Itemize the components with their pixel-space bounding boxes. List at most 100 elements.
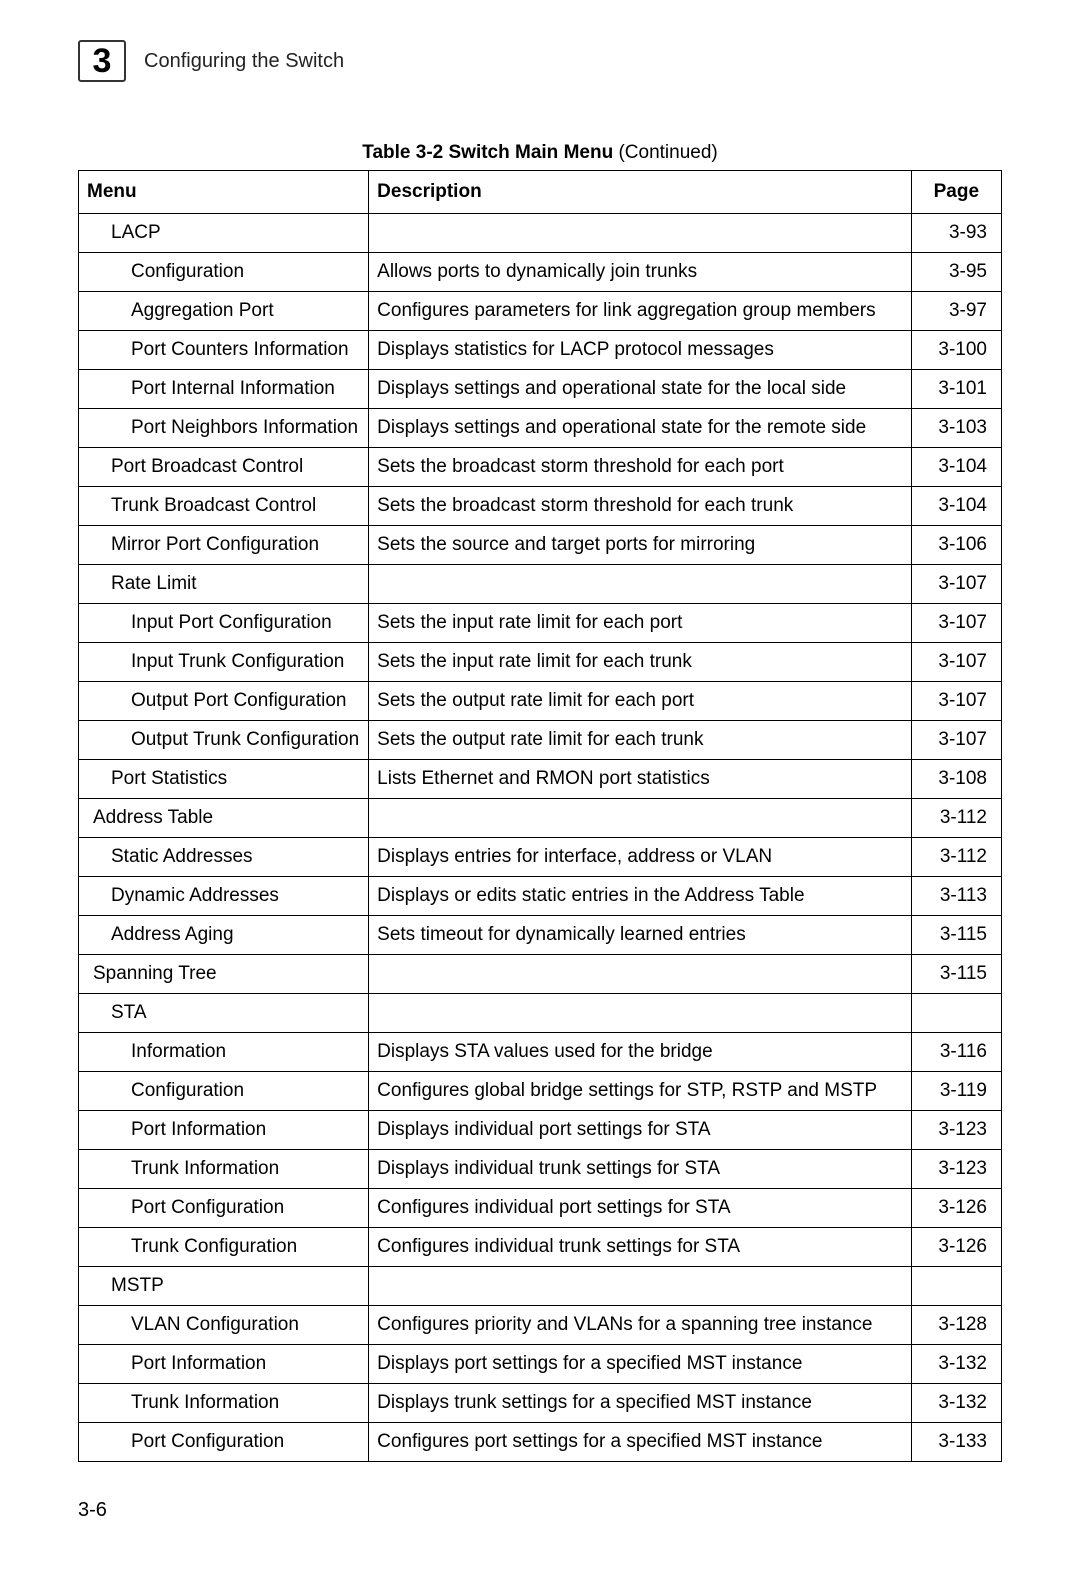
menu-cell: Mirror Port Configuration [79,526,369,565]
description-cell [369,1267,911,1306]
menu-label: Spanning Tree [87,963,217,985]
table-caption: Table 3-2 Switch Main Menu (Continued) [78,142,1002,164]
description-cell: Displays port settings for a specified M… [369,1345,911,1384]
menu-label: MSTP [87,1275,164,1297]
menu-label: Static Addresses [87,846,253,868]
description-cell: Displays individual trunk settings for S… [369,1150,911,1189]
menu-label: Trunk Broadcast Control [87,495,316,517]
menu-label: Port Neighbors Information [87,417,358,439]
menu-cell: Port Statistics [79,760,369,799]
table-row: Spanning Tree 3-115 [79,955,1002,994]
menu-cell: LACP [79,214,369,253]
page-container: 3 Configuring the Switch Table 3-2 Switc… [0,0,1080,1570]
page-cell [911,994,1001,1033]
table-caption-bold: Table 3-2 Switch Main Menu [362,142,613,163]
page-cell: 3-115 [911,916,1001,955]
description-cell: Displays settings and operational state … [369,370,911,409]
description-cell [369,214,911,253]
table-row: InformationDisplays STA values used for … [79,1033,1002,1072]
table-row: Port ConfigurationConfigures port settin… [79,1423,1002,1462]
description-cell: Sets the output rate limit for each trun… [369,721,911,760]
menu-label: Address Table [87,807,213,829]
page-cell: 3-126 [911,1189,1001,1228]
description-cell: Configures parameters for link aggregati… [369,292,911,331]
page-cell: 3-133 [911,1423,1001,1462]
description-cell [369,994,911,1033]
description-cell: Sets the broadcast storm threshold for e… [369,487,911,526]
description-cell: Lists Ethernet and RMON port statistics [369,760,911,799]
page-cell: 3-108 [911,760,1001,799]
description-cell [369,955,911,994]
menu-cell: Dynamic Addresses [79,877,369,916]
table-row: Trunk ConfigurationConfigures individual… [79,1228,1002,1267]
menu-label: STA [87,1002,147,1024]
header-title: Configuring the Switch [144,50,344,73]
page-cell: 3-132 [911,1345,1001,1384]
table-row: STA [79,994,1002,1033]
table-row: Port ConfigurationConfigures individual … [79,1189,1002,1228]
menu-label: Port Counters Information [87,339,349,361]
page-cell: 3-112 [911,838,1001,877]
description-cell: Displays entries for interface, address … [369,838,911,877]
page-cell: 3-113 [911,877,1001,916]
table-row: MSTP [79,1267,1002,1306]
menu-cell: Spanning Tree [79,955,369,994]
menu-label: Mirror Port Configuration [87,534,319,556]
table-row: Input Trunk ConfigurationSets the input … [79,643,1002,682]
page-cell: 3-104 [911,448,1001,487]
menu-label: Port Configuration [87,1431,284,1453]
menu-label: Output Port Configuration [87,690,346,712]
page-cell: 3-100 [911,331,1001,370]
page-cell: 3-93 [911,214,1001,253]
table-row: Trunk InformationDisplays trunk settings… [79,1384,1002,1423]
page-cell: 3-107 [911,643,1001,682]
menu-label: Configuration [87,261,244,283]
table-row: Trunk InformationDisplays individual tru… [79,1150,1002,1189]
menu-cell: Output Trunk Configuration [79,721,369,760]
page-cell: 3-123 [911,1111,1001,1150]
menu-cell: Static Addresses [79,838,369,877]
page-cell: 3-107 [911,565,1001,604]
page-cell: 3-103 [911,409,1001,448]
page-cell: 3-97 [911,292,1001,331]
description-cell: Sets the input rate limit for each trunk [369,643,911,682]
menu-cell: VLAN Configuration [79,1306,369,1345]
table-row: Output Port ConfigurationSets the output… [79,682,1002,721]
table-row: Dynamic AddressesDisplays or edits stati… [79,877,1002,916]
description-cell: Configures global bridge settings for ST… [369,1072,911,1111]
description-cell: Configures priority and VLANs for a span… [369,1306,911,1345]
menu-label: Port Internal Information [87,378,335,400]
menu-cell: Address Aging [79,916,369,955]
menu-cell: Information [79,1033,369,1072]
table-row: Port Information Displays port settings f… [79,1345,1002,1384]
table-row: Port Counters InformationDisplays statis… [79,331,1002,370]
menu-label: Address Aging [87,924,234,946]
table-row: Port InformationDisplays individual port… [79,1111,1002,1150]
menu-label: Output Trunk Configuration [87,729,359,751]
table-row: Trunk Broadcast Control Sets the broadcas… [79,487,1002,526]
table-row: VLAN ConfigurationConfigures priority an… [79,1306,1002,1345]
table-header-row: Menu Description Page [79,171,1002,214]
table-row: Port Internal Information Displays settin… [79,370,1002,409]
menu-cell: Port Internal Information [79,370,369,409]
description-cell: Displays settings and operational state … [369,409,911,448]
page-cell: 3-112 [911,799,1001,838]
description-cell: Displays trunk settings for a specified … [369,1384,911,1423]
menu-cell: Configuration [79,1072,369,1111]
page-cell [911,1267,1001,1306]
table-caption-rest: (Continued) [613,142,718,163]
page-cell: 3-123 [911,1150,1001,1189]
page-cell: 3-115 [911,955,1001,994]
table-row: Rate Limit 3-107 [79,565,1002,604]
menu-cell: STA [79,994,369,1033]
menu-label: Port Information [87,1119,266,1141]
page-cell: 3-107 [911,682,1001,721]
table-row: Output Trunk Configuration Sets the outpu… [79,721,1002,760]
menu-label: Trunk Configuration [87,1236,297,1258]
menu-label: Rate Limit [87,573,197,595]
description-cell: Sets the source and target ports for mir… [369,526,911,565]
page-number: 3-6 [78,1499,107,1522]
description-cell: Allows ports to dynamically join trunks [369,253,911,292]
menu-label: Configuration [87,1080,244,1102]
menu-label: Port Information [87,1353,266,1375]
